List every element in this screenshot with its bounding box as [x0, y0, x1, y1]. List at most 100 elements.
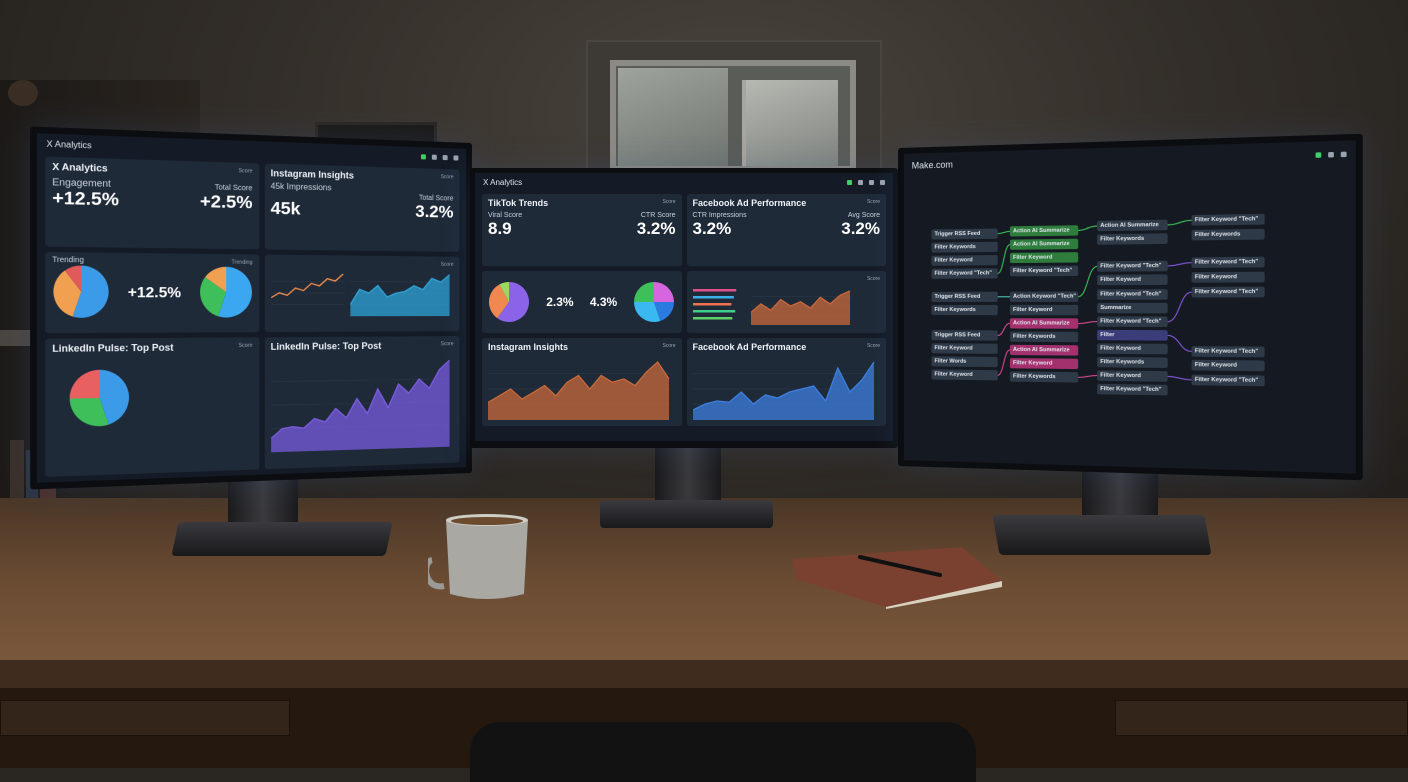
panel-title: Instagram Insights	[488, 342, 676, 352]
flow-connector	[998, 350, 1010, 376]
metric-value: 3.2%	[415, 202, 453, 223]
status-icon[interactable]	[847, 180, 852, 185]
flow-node[interactable]: Action AI Summarize	[1010, 345, 1078, 356]
flow-node[interactable]: Filter	[1097, 330, 1168, 341]
center-monitor-screen: X Analytics TikTok Trends Score Viral Sc…	[475, 173, 893, 441]
flow-node[interactable]: Filter Keyword "Tech"	[1097, 289, 1168, 300]
notebook	[790, 545, 1004, 609]
metric-value: +2.5%	[200, 191, 253, 213]
flow-node[interactable]: Filter Keyword "Tech"	[1097, 261, 1168, 272]
flow-node[interactable]: Filter Keyword	[931, 255, 997, 266]
flow-node[interactable]: Action AI Summarize	[1010, 239, 1078, 250]
flow-node[interactable]: Trigger RSS Feed	[931, 229, 997, 240]
flow-node[interactable]: Filter Keywords	[1192, 229, 1265, 241]
panel-meta: Score	[441, 262, 454, 268]
flow-connector	[1078, 375, 1097, 377]
panel-title: LinkedIn Pulse: Top Post	[271, 340, 454, 352]
status-icon[interactable]	[421, 154, 426, 159]
flow-node[interactable]: Filter Keyword	[1097, 343, 1168, 354]
panel-bars[interactable]: Score	[687, 271, 887, 333]
flow-node[interactable]: Filter Keyword "Tech"	[1192, 375, 1265, 387]
panel-title: X Analytics	[52, 161, 252, 178]
panel-pies[interactable]: 2.3% 4.3%	[482, 271, 682, 333]
flow-node[interactable]: Filter Keywords	[1010, 332, 1078, 343]
coffee-mug	[428, 512, 530, 602]
pie-chart	[633, 281, 675, 323]
flow-node[interactable]: Filter Keyword	[931, 369, 997, 380]
flow-node[interactable]: Action AI Summarize	[1097, 220, 1168, 232]
panel-instagram-insights[interactable]: Instagram Insights Score 45k Impressions…	[264, 164, 459, 252]
center-monitor: X Analytics TikTok Trends Score Viral Sc…	[470, 168, 898, 448]
bar	[693, 310, 735, 313]
flow-node[interactable]: Action AI Summarize	[1010, 318, 1078, 328]
panel-facebook-ad-performance[interactable]: Facebook Ad Performance Score CTR Impres…	[687, 194, 887, 266]
flow-node[interactable]: Filter Keywords	[1097, 357, 1168, 368]
flow-node[interactable]: Action Keyword "Tech"	[1010, 291, 1078, 301]
center-monitor-stand	[655, 440, 721, 506]
settings-icon[interactable]	[858, 180, 863, 185]
search-icon[interactable]	[443, 154, 448, 159]
flow-connector	[998, 231, 1010, 233]
left-monitor: X Analytics X Analytics Score Engagement…	[30, 126, 472, 489]
user-icon[interactable]	[880, 180, 885, 185]
flow-node[interactable]: Filter Keyword "Tech"	[1097, 316, 1168, 327]
panel-title: Instagram Insights	[271, 168, 454, 184]
flow-node[interactable]: Filter Keyword	[1192, 360, 1265, 371]
flow-node[interactable]: Filter Keyword "Tech"	[1192, 287, 1265, 298]
pie-chart	[198, 266, 252, 319]
flow-node[interactable]: Filter Keywords	[1097, 233, 1168, 244]
flow-node[interactable]: Filter Keyword "Tech"	[1192, 214, 1265, 226]
panel-linkedin-chart[interactable]: LinkedIn Pulse: Top Post Score	[264, 336, 459, 469]
flow-node[interactable]: Filter Keyword "Tech"	[1097, 384, 1168, 396]
metric-value: +12.5%	[52, 188, 119, 211]
panel-title: Facebook Ad Performance	[693, 198, 881, 208]
metric-value: 3.2%	[637, 219, 676, 239]
panel-title: LinkedIn Pulse: Top Post	[52, 342, 252, 354]
flow-node[interactable]: Filter Keyword	[1097, 370, 1168, 381]
flow-node[interactable]: Filter Keyword	[1010, 252, 1078, 263]
area-fill	[751, 291, 850, 325]
panel-title: TikTok Trends	[488, 198, 676, 208]
area-chart	[350, 270, 450, 316]
flow-node[interactable]: Filter Keyword	[1097, 274, 1168, 285]
panel-meta: Score	[441, 174, 454, 180]
bar	[693, 296, 734, 299]
area-fill	[488, 362, 669, 420]
panel-facebook-chart[interactable]: Facebook Ad Performance Score	[687, 338, 887, 426]
flow-node[interactable]: Filter Keyword "Tech"	[1010, 266, 1078, 277]
flow-node[interactable]: Filter Keywords	[931, 242, 997, 253]
flow-node[interactable]: Filter Words	[931, 356, 997, 367]
flow-connector	[1078, 266, 1097, 296]
area-chart	[751, 287, 851, 325]
panel-trending[interactable]: Trending Trending +12.5%	[45, 252, 259, 333]
metric-value: 3.2%	[841, 219, 880, 239]
drawer	[0, 700, 290, 736]
flow-node[interactable]: Filter Keywords	[1010, 371, 1078, 382]
left-monitor-base	[171, 522, 392, 556]
area-fill	[350, 274, 449, 316]
panel-linkedin-table[interactable]: LinkedIn Pulse: Top Post Score	[45, 337, 259, 477]
bar	[693, 289, 736, 292]
settings-icon[interactable]	[432, 154, 437, 159]
flow-node[interactable]: Filter Keyword "Tech"	[1192, 346, 1265, 357]
flow-node[interactable]: Trigger RSS Feed	[931, 292, 997, 302]
flow-node[interactable]: Filter Keyword "Tech"	[931, 268, 997, 279]
pie-slice	[70, 370, 100, 399]
flow-node[interactable]: Filter Keyword	[1192, 272, 1265, 283]
desk-edge	[0, 660, 1408, 688]
flow-node[interactable]: Filter Keyword	[1010, 358, 1078, 369]
panel-x-analytics[interactable]: X Analytics Score Engagement+12.5% Total…	[45, 157, 259, 250]
panel-sentiment[interactable]: Score	[264, 255, 459, 332]
flow-node[interactable]: Filter Keyword "Tech"	[1192, 257, 1265, 268]
search-icon[interactable]	[869, 180, 874, 185]
flow-node[interactable]: Filter Keywords	[931, 305, 997, 315]
flow-node[interactable]: Trigger RSS Feed	[931, 330, 997, 340]
flow-node[interactable]: Action AI Summarize	[1010, 225, 1078, 236]
panel-instagram-chart[interactable]: Instagram Insights Score	[482, 338, 682, 426]
flow-node[interactable]: Filter Keyword	[931, 343, 997, 354]
user-icon[interactable]	[453, 155, 458, 160]
flow-node[interactable]: Summarize	[1097, 303, 1168, 314]
flow-node[interactable]: Filter Keyword	[1010, 305, 1078, 315]
